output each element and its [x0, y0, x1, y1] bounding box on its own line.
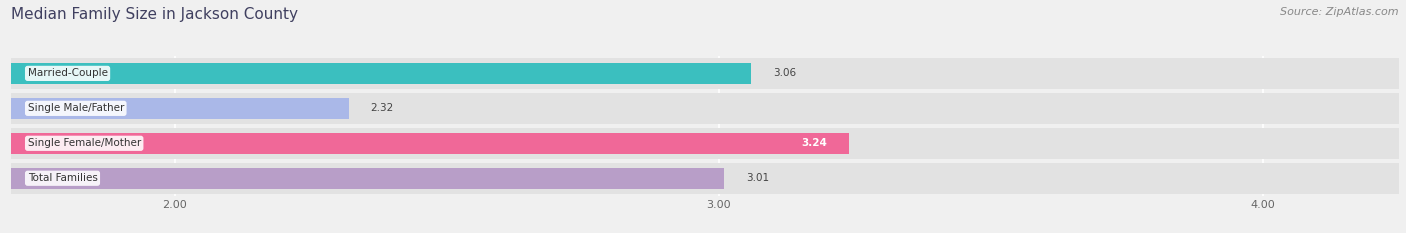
Text: 3.24: 3.24 [801, 138, 828, 148]
Text: Single Female/Mother: Single Female/Mother [28, 138, 141, 148]
Bar [11, 168, 724, 189]
Bar [11, 93, 1399, 124]
Bar [11, 133, 849, 154]
Text: 3.06: 3.06 [773, 69, 796, 78]
Bar [11, 128, 1399, 159]
Text: Source: ZipAtlas.com: Source: ZipAtlas.com [1281, 7, 1399, 17]
Text: 2.32: 2.32 [370, 103, 394, 113]
Text: Total Families: Total Families [28, 173, 97, 183]
Bar [11, 58, 1399, 89]
Bar [11, 163, 1399, 194]
Bar [11, 98, 349, 119]
Text: 3.01: 3.01 [747, 173, 769, 183]
Bar [11, 63, 751, 84]
Text: Married-Couple: Married-Couple [28, 69, 108, 78]
Text: Median Family Size in Jackson County: Median Family Size in Jackson County [11, 7, 298, 22]
Text: Single Male/Father: Single Male/Father [28, 103, 124, 113]
